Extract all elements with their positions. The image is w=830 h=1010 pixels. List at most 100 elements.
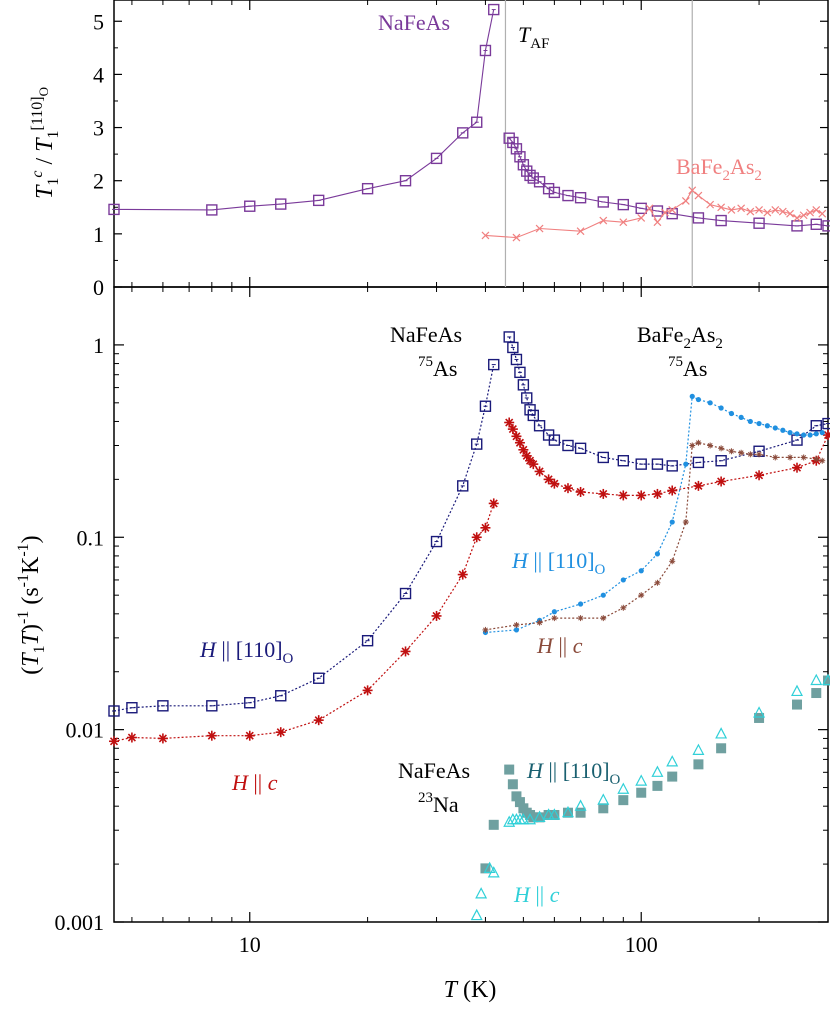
bottom-data-point — [755, 471, 764, 480]
bottom-data-point — [503, 815, 516, 827]
bottom-data-point — [598, 803, 609, 814]
bottom-data-point — [756, 451, 762, 457]
bottom-data-point — [550, 479, 559, 488]
top-data-point — [822, 220, 830, 232]
bottom-data-point — [574, 442, 587, 455]
bottom-data-point — [667, 771, 678, 782]
bottom-data-point — [562, 807, 573, 818]
bottom-data-point — [801, 432, 807, 438]
bottom-data-point — [597, 793, 610, 805]
top-data-point — [746, 207, 755, 216]
bottom-series-line — [113, 364, 495, 712]
top-y-tick-label: 2 — [93, 169, 104, 194]
bottom-data-point — [487, 866, 500, 878]
bottom-data-point — [695, 440, 701, 446]
bottom-data-point — [807, 432, 813, 438]
top-data-point — [617, 198, 630, 211]
bottom-data-point — [206, 700, 218, 712]
bottom-data-point — [787, 454, 793, 460]
bottom-data-point — [399, 587, 412, 600]
top-data-point — [457, 127, 469, 139]
bottom-data-point — [718, 405, 724, 411]
bottom-data-point — [108, 705, 120, 717]
top-data-point — [206, 204, 218, 216]
bottom-data-point — [514, 366, 526, 379]
top-data-point — [524, 169, 536, 182]
top-data-point — [661, 208, 669, 217]
bottom-data-point — [794, 431, 800, 437]
top-series-line — [508, 137, 829, 227]
bottom-data-point — [792, 699, 803, 710]
label-nafeas-75as: NaFeAs — [390, 322, 462, 347]
bottom-y-tick-label: 0.01 — [66, 718, 105, 743]
bottom-data-point — [651, 765, 664, 777]
bottom-data-point — [728, 448, 734, 454]
top-data-point — [512, 233, 521, 242]
bottom-data-point — [707, 400, 713, 406]
top-y-axis-title: T1c / T1[110]O — [29, 87, 62, 199]
bottom-data-point — [666, 460, 678, 472]
bottom-data-point — [638, 592, 644, 598]
bottom-data-point — [430, 535, 443, 548]
top-data-point — [399, 175, 412, 187]
x-axis-title: T (K) — [444, 977, 497, 1003]
bottom-data-point — [511, 791, 522, 802]
top-data-point — [619, 218, 628, 227]
bottom-data-point — [791, 684, 803, 697]
top-data-point — [533, 176, 546, 188]
top-data-point — [244, 200, 256, 212]
bottom-data-point — [576, 487, 585, 497]
bottom-data-point — [683, 519, 689, 525]
top-data-point — [810, 218, 822, 230]
bottom-data-point — [599, 489, 608, 498]
top-label-nafeas: NaFeAs — [378, 10, 450, 35]
top-data-point — [771, 206, 780, 214]
top-data-point — [753, 217, 765, 229]
tick-labels: 0 1 2 3 4 5 0.001 0.01 0.1 1 10 100 — [55, 9, 658, 957]
bottom-data-point — [488, 819, 499, 830]
bottom-data-point — [822, 673, 830, 686]
top-data-point — [275, 198, 287, 210]
bottom-data-point — [668, 486, 677, 495]
bottom-data-point — [314, 716, 323, 725]
bottom-data-point — [512, 432, 521, 441]
top-y-tick-label: 1 — [93, 222, 104, 247]
bottom-data-point — [801, 454, 807, 460]
top-data-point — [535, 224, 544, 233]
bottom-data-point — [597, 451, 609, 464]
bottom-data-point — [551, 615, 557, 621]
bottom-data-point — [619, 491, 628, 500]
label-na-hc: H || c — [231, 770, 278, 795]
bottom-data-point — [542, 808, 555, 820]
top-data-point — [806, 208, 815, 217]
bottom-data-point — [551, 609, 557, 615]
top-data-point — [510, 143, 523, 155]
bottom-data-point — [754, 712, 765, 723]
top-data-point — [799, 211, 808, 220]
bottom-data-point — [504, 764, 515, 775]
bottom-panel-frame — [113, 286, 829, 923]
bottom-y-tick-label: 0.1 — [77, 525, 105, 550]
bottom-data-point — [524, 812, 537, 825]
bottom-data-point — [575, 807, 586, 818]
top-series-line — [113, 9, 495, 211]
top-data-point — [521, 165, 533, 177]
bottom-data-point — [548, 434, 561, 446]
axis-ticks — [114, 0, 829, 923]
bottom-data-point — [517, 812, 530, 825]
bottom-data-point — [669, 519, 675, 525]
top-data-point — [717, 203, 726, 212]
bottom-data-point — [507, 779, 518, 790]
bottom-data-point — [126, 702, 138, 714]
label-nafeas-23na: NaFeAs — [398, 758, 470, 783]
top-data-point — [488, 3, 500, 16]
bottom-data-point — [810, 420, 822, 432]
bottom-data-point — [522, 451, 531, 460]
top-y-tick-label: 0 — [93, 275, 104, 300]
top-data-point — [430, 152, 443, 165]
bottom-data-point — [528, 812, 539, 823]
bottom-data-point — [432, 611, 441, 621]
bottom-data-point — [738, 450, 744, 456]
bottom-data-point — [819, 458, 825, 464]
